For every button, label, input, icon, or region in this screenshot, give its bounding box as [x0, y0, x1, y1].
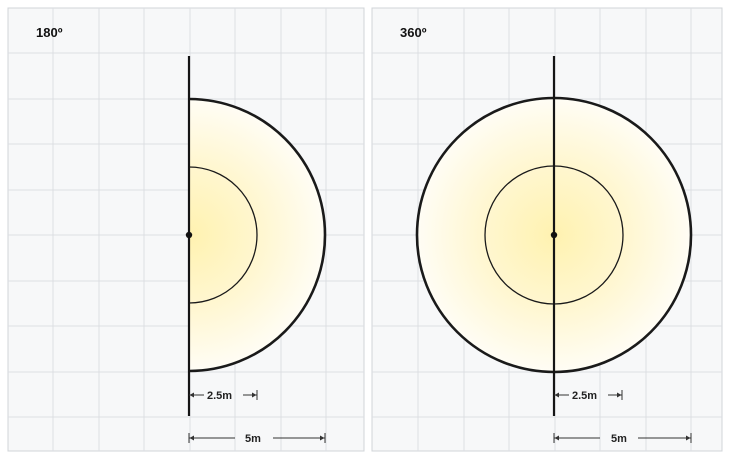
dimension-inner-label-180: 2.5m [207, 390, 232, 402]
panel-360: 360º 2.5m 5m [371, 7, 723, 452]
dimension-inner-360: 2.5m [554, 390, 623, 402]
dimension-outer-label-180: 5m [245, 433, 261, 445]
sensor-dot-180 [185, 231, 193, 239]
semicircle-inner-boundary [188, 166, 258, 304]
panel-180: 180º 2.5m 5m [7, 7, 365, 452]
sensor-dot-360 [550, 231, 558, 239]
dimension-outer-360: 5m [553, 433, 692, 445]
panel-360-title: 360º [400, 25, 427, 40]
dimension-outer-label-360: 5m [611, 433, 627, 445]
panel-180-grid [8, 8, 364, 451]
dimension-inner-180: 2.5m [189, 390, 258, 402]
panel-180-title: 180º [36, 25, 63, 40]
semicircle-outer-boundary [188, 97, 327, 373]
dimension-outer-180: 5m [188, 433, 326, 445]
dimension-inner-label-360: 2.5m [572, 390, 597, 402]
